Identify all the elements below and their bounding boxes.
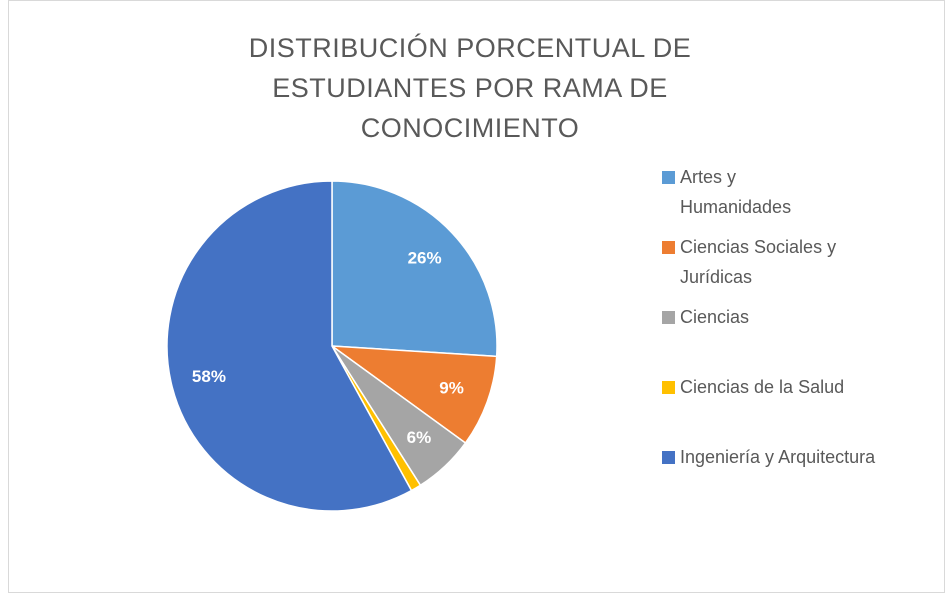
legend-item: Ciencias Sociales y Jurídicas [662,232,880,302]
pie-slice [331,180,498,358]
legend-label: Ciencias Sociales y Jurídicas [680,237,837,287]
legend-label: Ciencias [680,307,750,327]
legend-label: Artes y Humanidades [680,167,792,217]
legend-swatch [662,311,675,324]
pie-slice [166,180,413,512]
legend-item: Ciencias de la Salud [662,372,880,442]
legend-item: Ciencias [662,302,880,372]
legend-swatch [662,381,675,394]
legend-swatch [662,451,675,464]
legend-swatch [662,241,675,254]
data-label: 58% [192,367,226,386]
data-label: 26% [408,249,442,268]
chart-title: DISTRIBUCIÓN PORCENTUAL DE ESTUDIANTES P… [248,33,692,143]
legend-item: Ingeniería y Arquitectura [662,442,880,512]
data-label: 6% [407,428,432,447]
legend-swatch [662,171,675,184]
data-label: 9% [439,379,464,398]
legend: Artes y Humanidades Ciencias Sociales y J… [662,162,880,512]
legend-item: Artes y Humanidades [662,162,880,232]
legend-label: Ingeniería y Arquitectura [680,447,876,467]
pie-slice [329,345,498,445]
legend-label: Ciencias de la Salud [680,377,845,397]
